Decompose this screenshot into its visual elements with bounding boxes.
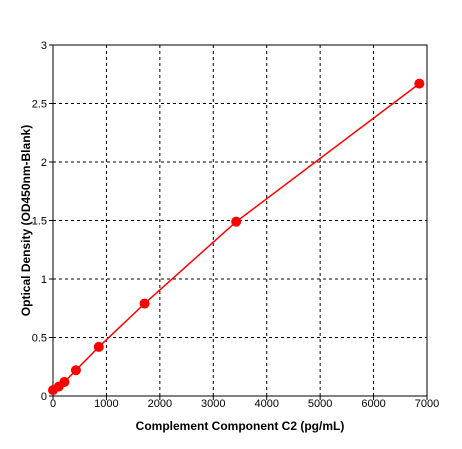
y-tick-label: 3 (41, 40, 47, 52)
data-point (59, 376, 70, 387)
y-tick-label: 0 (41, 391, 47, 403)
data-point (93, 341, 104, 352)
y-tick-label: 2 (41, 157, 47, 169)
x-tick-label: 2000 (148, 398, 172, 410)
x-tick-label: 1000 (94, 398, 118, 410)
curve-layer (52, 83, 420, 391)
x-tick-label: 4000 (254, 398, 278, 410)
data-point (414, 78, 425, 89)
x-tick-label: 7000 (415, 398, 439, 410)
data-point (139, 298, 150, 309)
data-point (70, 365, 81, 376)
x-axis-title: Complement Component C2 (pg/mL) (136, 419, 345, 433)
y-tick-label: 1 (41, 274, 47, 286)
x-tick-label: 0 (50, 398, 56, 410)
fitted-curve (52, 83, 420, 391)
x-tick-label: 6000 (361, 398, 385, 410)
y-axis-title: Optical Density (OD450nm-Blank) (19, 125, 33, 316)
data-point (231, 216, 242, 227)
grid-layer (53, 45, 427, 396)
y-tick-label: 0.5 (32, 333, 47, 345)
point-layer (48, 78, 425, 396)
tick-layer: 0 1000 2000 3000 4000 5000 6000 7000 0 0.5 1 1.5 2 2.… (32, 40, 440, 410)
y-tick-label: 1.5 (32, 216, 47, 228)
x-tick-label: 5000 (308, 398, 332, 410)
y-tick-label: 2.5 (32, 99, 47, 111)
x-tick-label: 3000 (201, 398, 225, 410)
